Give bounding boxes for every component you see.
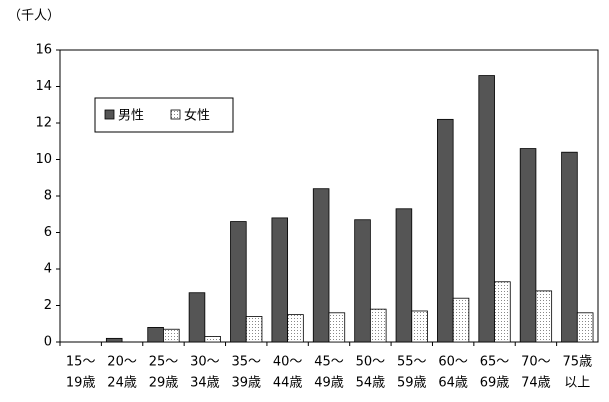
y-tick-label: 12 (35, 116, 52, 131)
x-tick-label: 44歳 (273, 376, 303, 391)
bar (105, 337, 123, 343)
x-tick-label: 30～ (190, 355, 220, 370)
bar (147, 326, 164, 343)
x-tick-label: 34歳 (190, 376, 220, 391)
x-tick-label: 49歳 (314, 376, 344, 391)
y-axis-label: （千人） (8, 9, 60, 24)
bar (163, 328, 180, 343)
bar (312, 188, 330, 343)
x-tick-label: 60～ (438, 355, 468, 370)
bar (354, 219, 371, 343)
bar (230, 221, 247, 343)
bar (395, 208, 413, 343)
bar (411, 310, 428, 343)
bar (287, 314, 304, 343)
bar (494, 281, 511, 343)
x-tick-label: 29歳 (149, 376, 179, 391)
bar (478, 75, 495, 343)
x-tick-label: 40～ (273, 355, 303, 370)
x-tick-label: 65～ (480, 355, 510, 370)
legend-label: 女性 (184, 108, 210, 124)
x-tick-label: 20～ (107, 355, 137, 370)
bar (576, 312, 594, 343)
x-tick-label: 19歳 (66, 376, 96, 391)
x-tick-label: 15～ (66, 355, 96, 370)
x-tick-label: 64歳 (438, 376, 468, 391)
x-tick-label: 55～ (397, 355, 427, 370)
y-tick-label: 4 (44, 262, 52, 277)
y-tick-label: 10 (35, 152, 52, 167)
x-tick-label: 50～ (356, 355, 386, 370)
y-tick-label: 2 (44, 298, 52, 313)
bar (328, 312, 346, 343)
bar (369, 308, 387, 343)
y-tick-label: 0 (44, 335, 52, 350)
bar (561, 151, 578, 343)
y-tick-label: 14 (35, 79, 52, 94)
x-tick-label: 69歳 (480, 376, 510, 391)
bar (245, 316, 263, 343)
x-tick-label: 54歳 (356, 376, 386, 391)
y-tick-label: 8 (44, 189, 52, 204)
x-tick-label: 75歳 (563, 355, 593, 370)
bar (188, 292, 206, 343)
y-tick-label: 16 (35, 43, 52, 58)
bar (452, 297, 470, 343)
x-tick-label: 45～ (314, 355, 344, 370)
bar (204, 336, 221, 343)
x-tick-label: 35～ (231, 355, 261, 370)
bar (535, 290, 553, 343)
x-tick-label: 70～ (521, 355, 551, 370)
legend-box (94, 97, 234, 133)
bar (519, 148, 537, 343)
x-tick-label: 74歳 (521, 376, 551, 391)
bar (271, 217, 289, 343)
x-tick-label: 以上 (564, 376, 590, 391)
x-tick-label: 39歳 (231, 376, 261, 391)
y-tick-label: 6 (44, 225, 52, 240)
x-tick-label: 24歳 (107, 376, 137, 391)
x-tick-label: 25～ (149, 355, 179, 370)
x-tick-label: 59歳 (397, 376, 427, 391)
bar (437, 118, 454, 343)
legend-label: 男性 (118, 109, 144, 124)
legend-swatch (170, 109, 181, 120)
legend-swatch (104, 109, 115, 120)
